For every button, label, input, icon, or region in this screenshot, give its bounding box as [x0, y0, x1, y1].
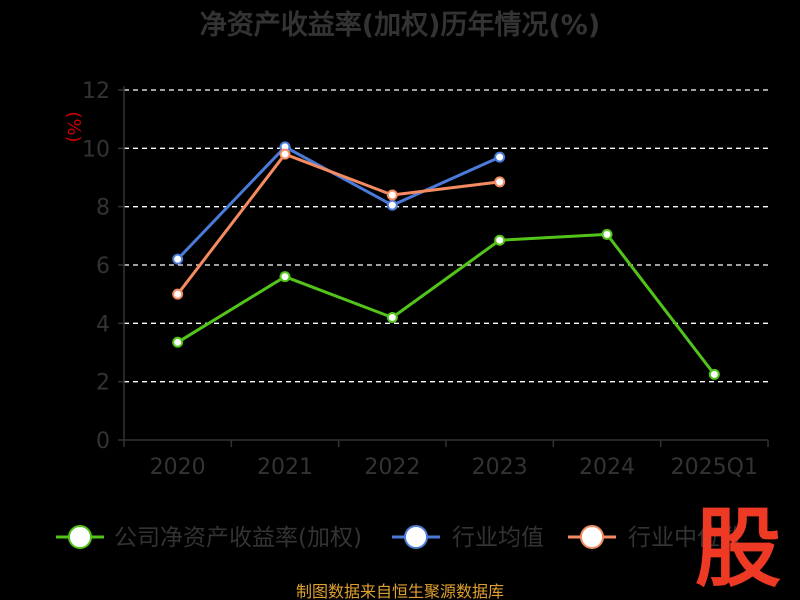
data-source-note: 制图数据来自恒生聚源数据库 [296, 582, 504, 600]
legend-swatch-marker [404, 525, 428, 549]
series-line-0 [176, 232, 716, 376]
y-tick-labels: 0 2 4 6 8 10 12 [82, 79, 110, 454]
series-line-2 [176, 152, 500, 296]
data-point [172, 253, 184, 265]
x-tick-label: 2022 [364, 455, 420, 480]
data-point [386, 189, 398, 201]
legend-label: 行业均值 [452, 525, 544, 551]
series-line-1 [176, 145, 501, 261]
y-axis-unit-label: (%) [63, 111, 84, 142]
x-tick-label: 2023 [472, 455, 528, 480]
data-point [708, 368, 720, 380]
x-tick-label: 2020 [150, 455, 206, 480]
x-tick-label: 2021 [257, 455, 313, 480]
data-point [386, 199, 398, 211]
axes [118, 86, 769, 447]
y-tick-label: 12 [82, 79, 110, 104]
x-tick-labels: 2020 2021 2022 2023 2024 2025Q1 [150, 455, 758, 480]
data-point [494, 176, 506, 188]
legend-swatch-marker [580, 525, 604, 549]
series-lines [172, 141, 720, 380]
x-tick-label: 2025Q1 [671, 455, 758, 480]
legend-swatch-marker [68, 525, 92, 549]
data-point [279, 148, 291, 160]
y-tick-label: 4 [96, 312, 110, 337]
data-point [386, 312, 398, 323]
watermark-logo: 股 [695, 499, 781, 599]
y-tick-label: 8 [96, 196, 110, 221]
x-tick-label: 2024 [579, 455, 635, 480]
y-tick-label: 0 [96, 429, 110, 454]
legend-label: 公司净资产收益率(加权) [114, 525, 362, 551]
legend-label: 行业中位数 [628, 525, 743, 551]
legend: 公司净资产收益率(加权) 行业均值 行业中位数 [56, 525, 743, 551]
y-tick-label: 2 [96, 371, 110, 396]
chart-title: 净资产收益率(加权)历年情况(%) [200, 9, 600, 41]
data-point [601, 228, 613, 240]
data-point [279, 271, 291, 283]
data-point [494, 151, 506, 163]
data-point [172, 336, 184, 348]
data-point [494, 234, 506, 246]
y-tick-label: 6 [96, 254, 110, 279]
y-tick-label: 10 [82, 137, 110, 162]
data-point [172, 288, 184, 300]
